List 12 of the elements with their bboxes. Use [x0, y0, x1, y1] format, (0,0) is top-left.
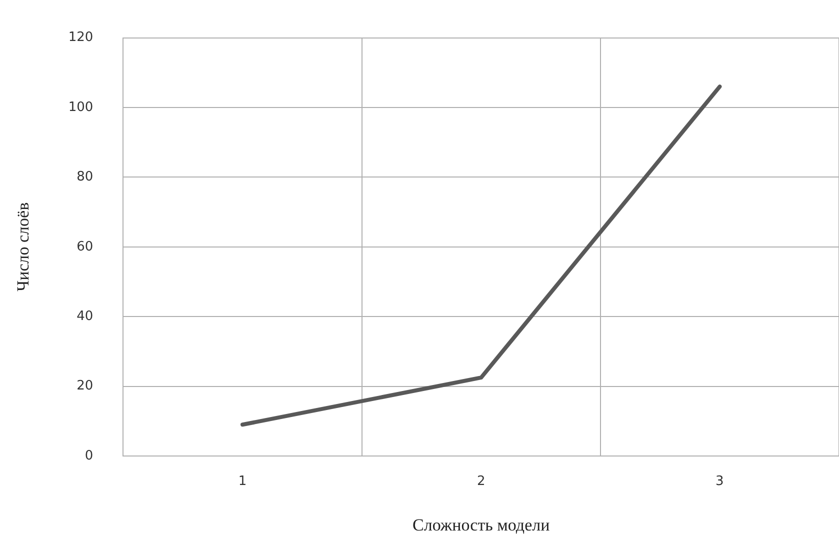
x-axis-title: Сложность модели — [412, 515, 550, 534]
x-tick-label: 1 — [238, 474, 247, 490]
y-tick-label: 0 — [84, 448, 94, 464]
y-tick-label: 80 — [76, 170, 94, 185]
y-tick-label: 100 — [68, 100, 94, 115]
y-tick-label: 40 — [76, 308, 94, 324]
y-tick-label: 20 — [76, 378, 94, 394]
y-tick-label: 60 — [76, 239, 94, 254]
x-tick-label: 3 — [716, 474, 724, 490]
y-tick-label: 120 — [68, 30, 94, 46]
y-axis-title: Число слоёв — [14, 202, 33, 292]
x-tick-label: 2 — [476, 474, 486, 490]
